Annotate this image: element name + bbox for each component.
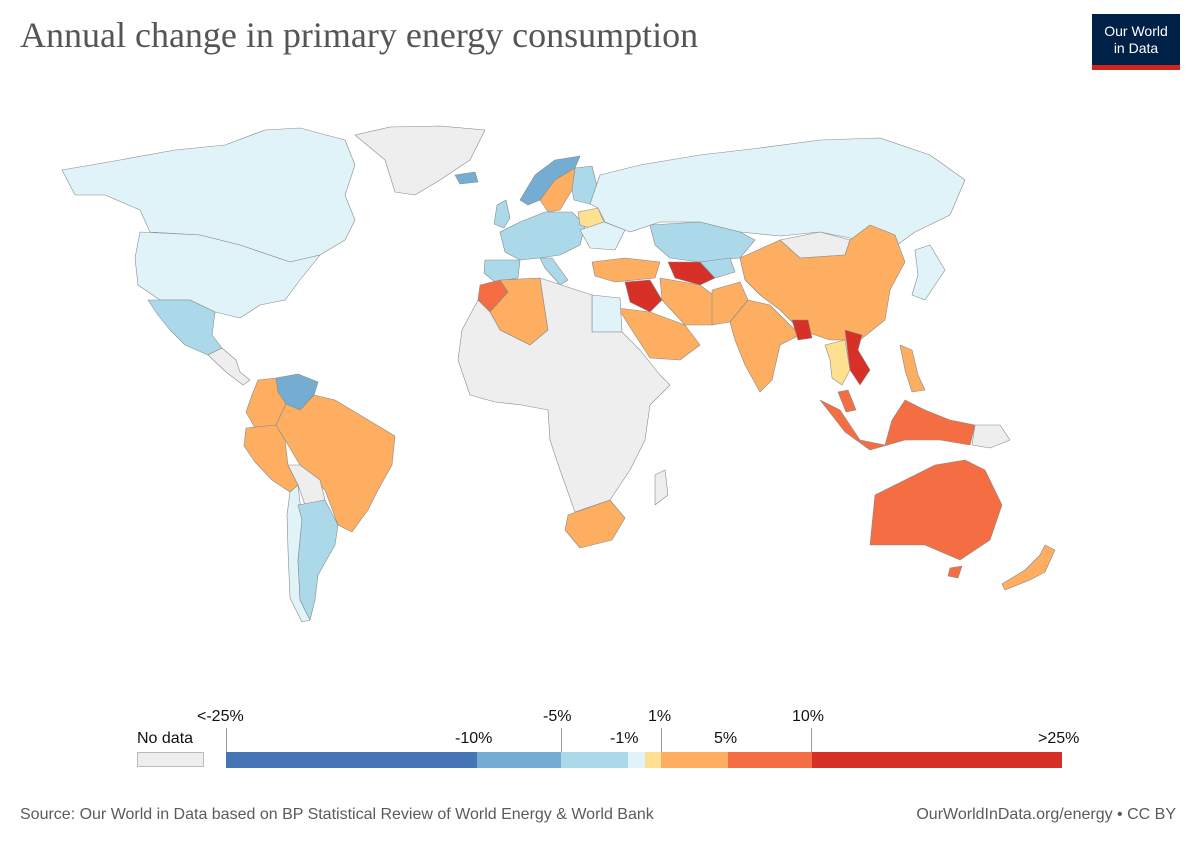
region-egypt[interactable]	[591, 294, 623, 333]
region-central-america[interactable]	[207, 347, 251, 386]
legend-bin	[628, 752, 645, 768]
region-greenland[interactable]	[354, 125, 486, 196]
legend-bin	[477, 752, 561, 768]
legend-label-plus5: 5%	[714, 730, 738, 747]
legend-tick	[661, 728, 662, 752]
region-australia[interactable]	[869, 459, 1003, 561]
region-thailand[interactable]	[824, 339, 851, 386]
logo-line-2: in Data	[1113, 40, 1159, 56]
region-spain[interactable]	[483, 259, 521, 283]
region-ukraine[interactable]	[579, 221, 626, 251]
logo-line-1: Our World	[1104, 23, 1168, 39]
legend-no-data-label: No data	[137, 730, 194, 747]
chart-title: Annual change in primary energy consumpt…	[20, 15, 699, 55]
region-uzbekistan[interactable]	[699, 257, 736, 279]
region-brazil[interactable]	[275, 394, 396, 533]
legend-tick	[226, 728, 227, 752]
legend-bin	[561, 752, 628, 768]
legend-bin	[645, 752, 661, 768]
region-saudi-arabia[interactable]	[617, 307, 701, 361]
owid-logo[interactable]: Our World in Data	[1092, 14, 1180, 70]
region-western-europe[interactable]	[499, 211, 586, 261]
region-india[interactable]	[729, 299, 801, 393]
region-russia[interactable]	[589, 137, 966, 251]
legend-bin	[812, 752, 1062, 768]
legend-scale-bar	[226, 752, 1062, 768]
region-italy[interactable]	[539, 257, 569, 286]
region-united-states[interactable]	[134, 231, 321, 319]
region-iran[interactable]	[659, 277, 721, 326]
legend-label-gt25: >25%	[1038, 730, 1080, 747]
legend-tick	[811, 728, 812, 752]
region-vietnam[interactable]	[844, 329, 871, 386]
legend-label-minus10: -10%	[455, 730, 493, 747]
region-madagascar[interactable]	[654, 469, 669, 506]
region-iraq[interactable]	[624, 279, 663, 313]
region-iceland[interactable]	[454, 171, 479, 185]
legend-label-minus5: -5%	[543, 708, 572, 725]
region-turkey[interactable]	[591, 257, 661, 283]
region-papua-new-guinea[interactable]	[971, 424, 1011, 449]
legend-bin	[226, 752, 477, 768]
region-australia-tasmania[interactable]	[947, 565, 963, 579]
legend-label-lt-minus25: <-25%	[197, 708, 244, 725]
legend-label-plus1: 1%	[648, 708, 672, 725]
legend-tick	[561, 728, 562, 752]
region-new-zealand[interactable]	[1001, 544, 1056, 591]
credit-link[interactable]: OurWorldInData.org/energy • CC BY	[916, 806, 1176, 823]
region-malaysia[interactable]	[837, 389, 857, 413]
region-canada[interactable]	[61, 127, 356, 263]
legend-label-plus10: 10%	[792, 708, 825, 725]
source-note: Source: Our World in Data based on BP St…	[20, 806, 654, 823]
region-bangladesh[interactable]	[791, 319, 813, 341]
legend-no-data-swatch	[137, 752, 204, 767]
legend-label-minus1: -1%	[610, 730, 639, 747]
region-argentina[interactable]	[297, 499, 339, 621]
region-south-africa[interactable]	[564, 499, 626, 549]
region-philippines[interactable]	[899, 344, 926, 393]
region-rest-of-africa[interactable]	[457, 277, 671, 513]
legend-bin	[728, 752, 812, 768]
legend-bin	[661, 752, 728, 768]
region-japan[interactable]	[911, 244, 946, 301]
region-indonesia[interactable]	[819, 399, 976, 451]
region-china[interactable]	[739, 224, 906, 341]
region-turkmenistan[interactable]	[667, 261, 716, 286]
region-united-kingdom[interactable]	[493, 199, 511, 229]
world-map	[61, 125, 1056, 623]
